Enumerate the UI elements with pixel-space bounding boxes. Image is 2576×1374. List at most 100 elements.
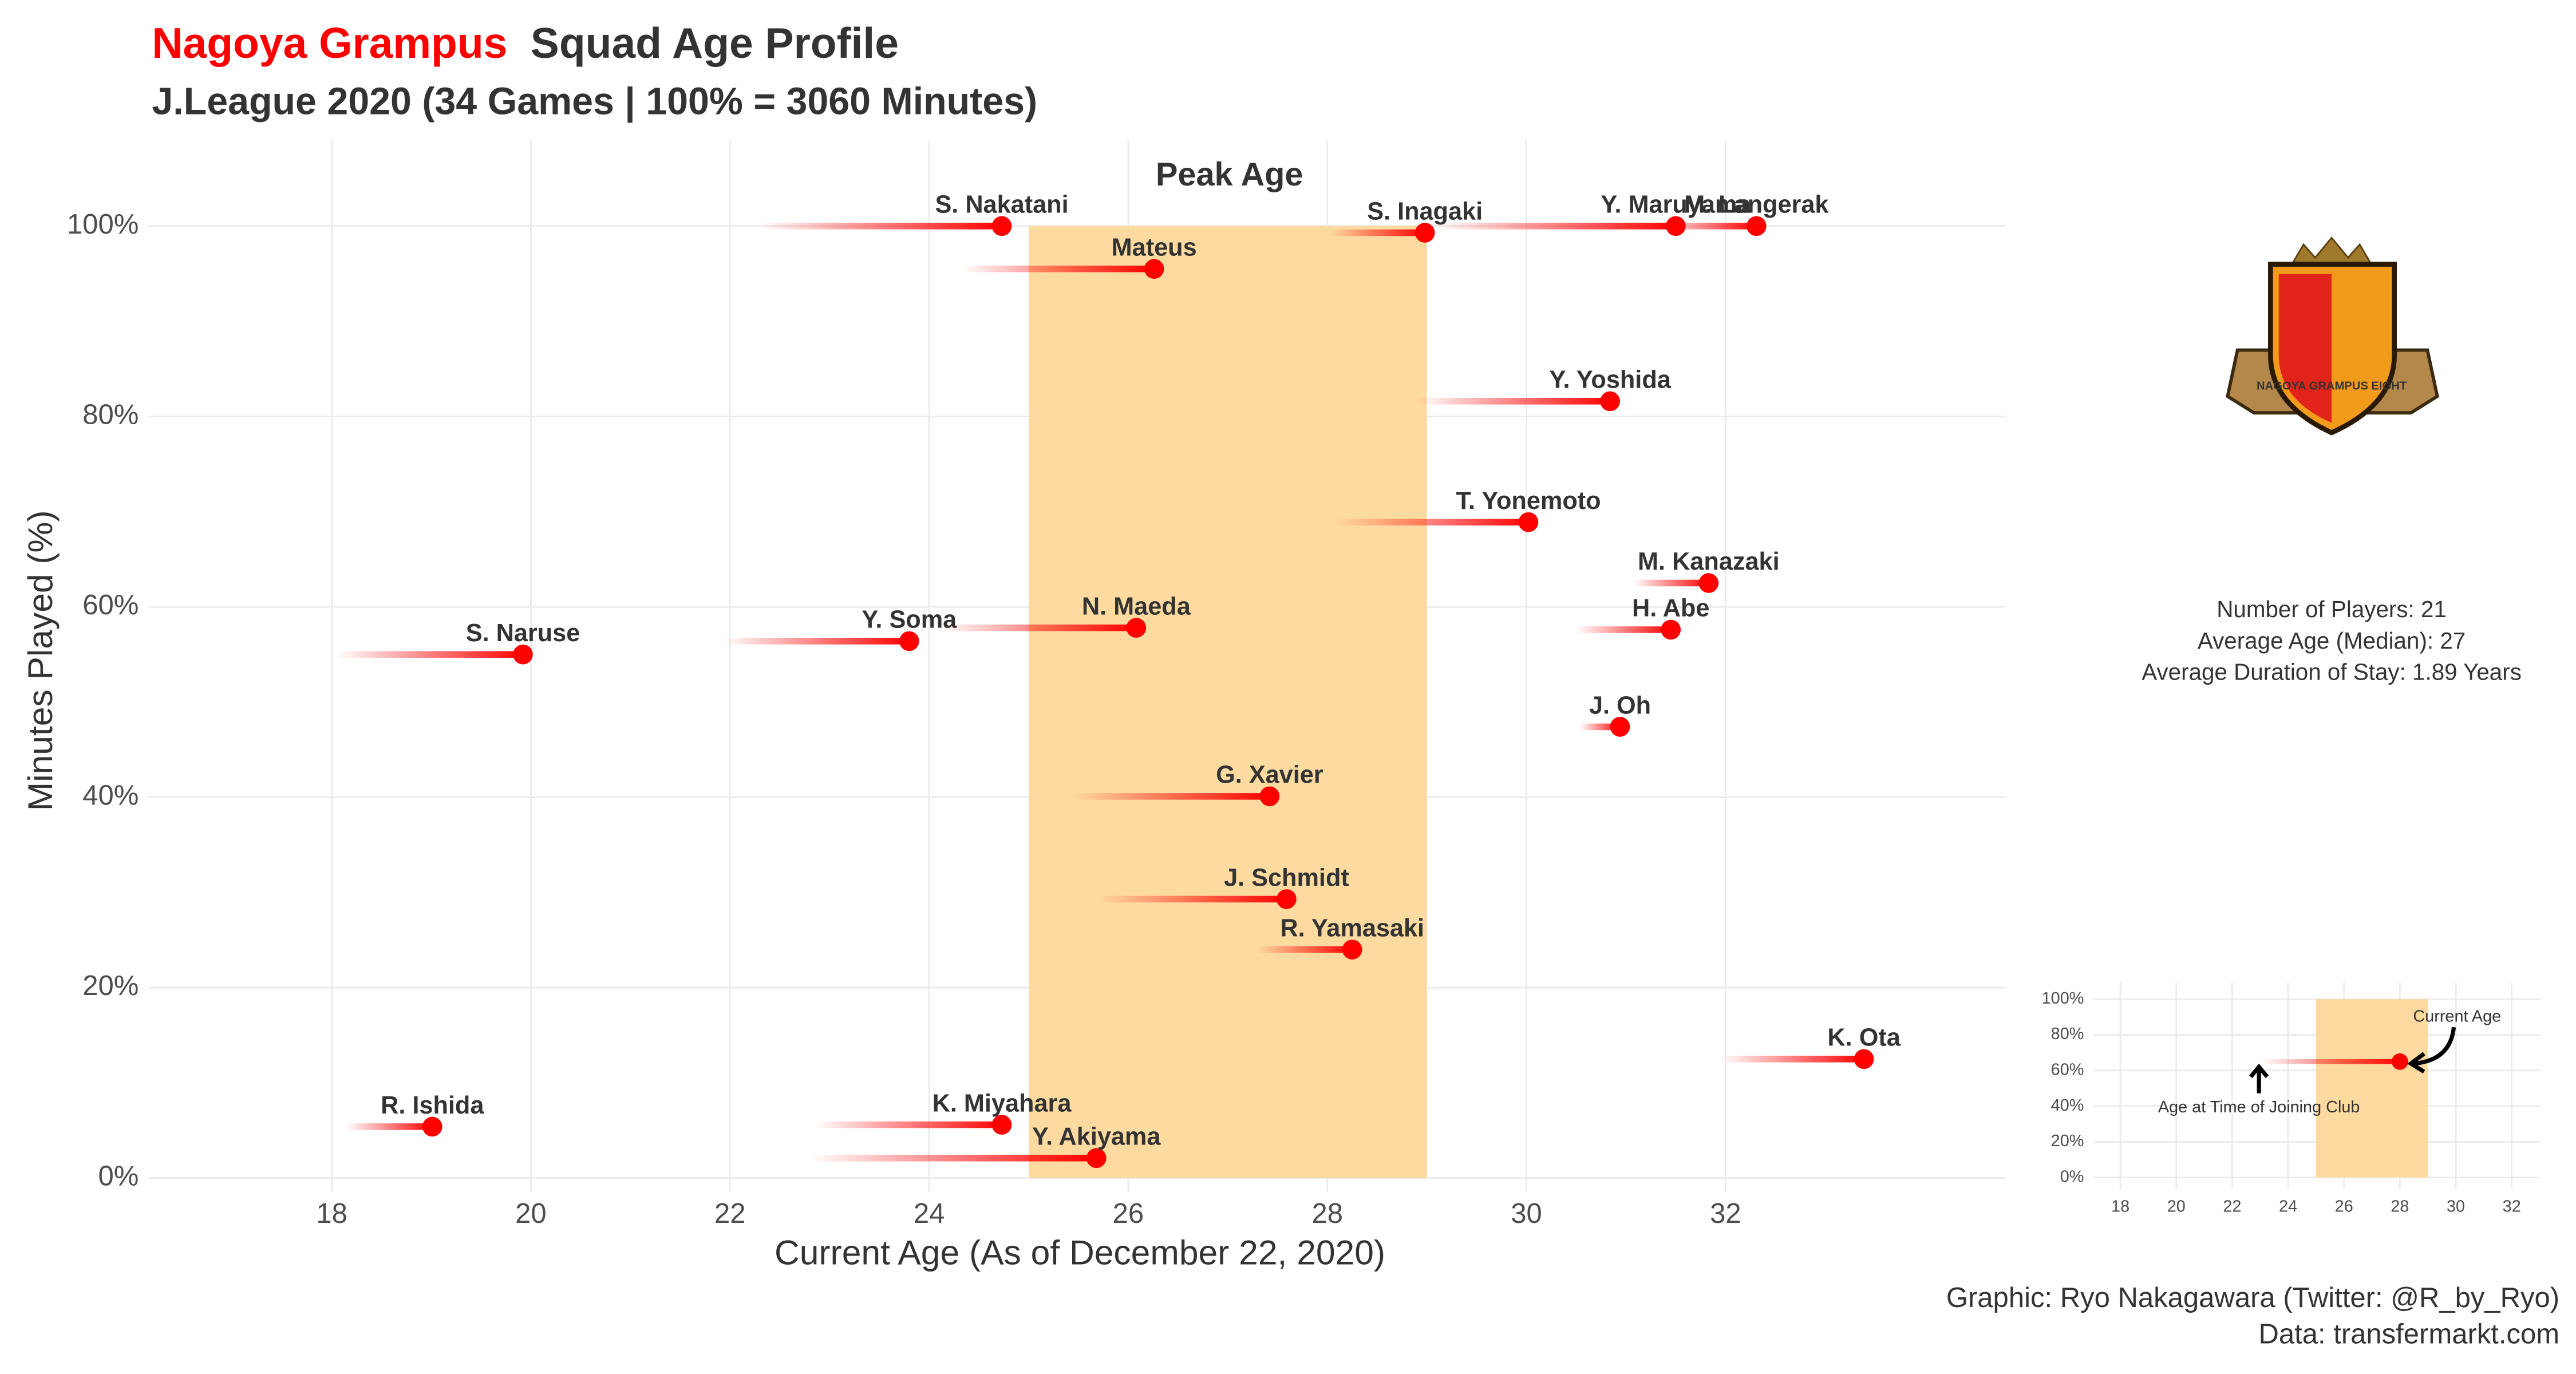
x-tick-label: 30	[2447, 1197, 2465, 1215]
inset-plot: 18 20 22 24 26 28 30 32 0% 20% 40% 60% 80% 100% Curren…	[2042, 982, 2540, 1215]
player-label: Y. Yoshida	[1549, 366, 1671, 394]
y-tick-label: 80%	[82, 399, 139, 430]
stay-segment	[723, 638, 910, 645]
subtitle: J.League 2020 (34 Games | 100% = 3060 Mi…	[152, 80, 1037, 123]
x-tick-label: 26	[2335, 1197, 2353, 1215]
band-label: Peak Age	[1156, 156, 1303, 193]
player-label: M. Kanazaki	[1638, 548, 1780, 575]
player-point	[1661, 619, 1681, 640]
title-team: Nagoya Grampus	[152, 19, 507, 67]
y-tick-label: 60%	[82, 590, 139, 621]
main-plot: 18 20 22 24 26 28 30 32 0% 20% 40% 60% 80% 100% Peak A…	[67, 140, 2006, 1229]
stay-segment	[760, 223, 1002, 230]
player-label: M. Langerak	[1684, 191, 1829, 219]
player-label: N. Maeda	[1082, 593, 1191, 620]
y-tick-label: 40%	[82, 780, 139, 811]
x-tick-label: 24	[2279, 1197, 2297, 1215]
title: Nagoya Grampus Squad Age Profile	[152, 19, 899, 67]
player-label: S. Inagaki	[1367, 198, 1483, 225]
x-tick-label: 22	[714, 1198, 746, 1229]
x-tick-label: 20	[515, 1198, 547, 1229]
y-axis-title: Minutes Played (%)	[21, 510, 60, 811]
x-tick-label: 24	[914, 1198, 945, 1229]
player-label: Y. Akiyama	[1032, 1123, 1161, 1151]
x-tick-label: 26	[1113, 1198, 1144, 1229]
player-label: H. Abe	[1632, 595, 1709, 622]
caption: Data: transfermarkt.com	[2258, 1319, 2559, 1350]
x-tick-label: 32	[1710, 1198, 1741, 1229]
player-point	[1610, 717, 1630, 737]
stay-segment	[808, 1155, 1097, 1162]
stay-segment	[1330, 229, 1425, 236]
x-tick-label: 28	[2391, 1197, 2409, 1215]
player-point	[1086, 1148, 1107, 1168]
annotation-arrow	[2413, 1026, 2456, 1066]
player-label: J. Oh	[1589, 692, 1651, 719]
stay-segment	[1580, 723, 1621, 731]
stat: Number of Players: 21	[2217, 596, 2447, 622]
player-point	[513, 644, 533, 665]
stay-segment	[1073, 793, 1270, 800]
stay-segment	[1098, 895, 1287, 903]
player-label: G. Xavier	[1216, 761, 1323, 789]
player-label: R. Ishida	[381, 1092, 484, 1119]
stay-segment	[1634, 579, 1709, 587]
player-label: J. Schmidt	[1224, 864, 1349, 891]
player-point	[1854, 1049, 1874, 1069]
y-tick-label: 0%	[98, 1161, 139, 1192]
caption: Graphic: Ryo Nakagawara (Twitter: @R_by_…	[1946, 1282, 2559, 1313]
player-point	[991, 1115, 1012, 1135]
player-point	[1342, 939, 1362, 960]
stat: Average Duration of Stay: 1.89 Years	[2142, 659, 2522, 685]
player-point	[422, 1116, 442, 1137]
x-tick-label: 30	[1511, 1198, 1542, 1229]
player-label: S. Nakatani	[935, 191, 1068, 219]
stay-segment	[1437, 223, 1676, 230]
x-axis-title: Current Age (As of December 22, 2020)	[775, 1233, 1385, 1272]
stay-segment	[1257, 946, 1353, 953]
player-label: R. Yamasaki	[1280, 914, 1424, 942]
annotation: Current Age	[2413, 1008, 2501, 1026]
logo-text: NAGOYA GRAMPUS EIGHT	[2257, 380, 2407, 392]
x-tick-label: 18	[316, 1198, 347, 1229]
y-tick-label: 80%	[2051, 1025, 2084, 1043]
annotation-arrow	[2249, 1063, 2269, 1093]
club-logo: NAGOYA GRAMPUS EIGHT	[2226, 236, 2439, 436]
x-tick-label: 20	[2167, 1197, 2186, 1215]
x-tick-label: 22	[2223, 1197, 2241, 1215]
stay-segment	[1656, 223, 1757, 230]
stay-segment	[1576, 626, 1671, 633]
player-label: S. Naruse	[466, 619, 580, 647]
stay-segment	[2260, 1059, 2400, 1064]
player-label: K. Ota	[1827, 1024, 1901, 1052]
player-label: Mateus	[1112, 234, 1197, 261]
stay-segment	[1720, 1056, 1864, 1063]
stay-segment	[941, 624, 1136, 631]
x-tick-label: 18	[2111, 1197, 2129, 1215]
title-text: Squad Age Profile	[531, 19, 899, 67]
stay-segment	[815, 1121, 1002, 1128]
annotation: Age at Time of Joining Club	[2158, 1098, 2360, 1116]
y-tick-label: 20%	[82, 970, 139, 1001]
y-tick-label: 100%	[67, 209, 139, 240]
y-tick-label: 60%	[2051, 1060, 2084, 1079]
y-tick-label: 40%	[2051, 1096, 2084, 1115]
stay-segment	[337, 651, 523, 658]
peak-band	[1028, 226, 1427, 1178]
x-tick-label: 32	[2503, 1197, 2521, 1215]
player-point	[899, 631, 919, 652]
player-point	[991, 216, 1012, 236]
annotation-arrowhead	[2407, 1052, 2425, 1074]
x-tick-label: 28	[1311, 1198, 1343, 1229]
stay-segment	[961, 265, 1155, 273]
player-label: K. Miyahara	[933, 1089, 1072, 1117]
player-label: T. Yonemoto	[1456, 487, 1601, 515]
player-point	[1415, 223, 1435, 243]
player-point	[2391, 1053, 2408, 1070]
player-label: Y. Maruyama	[1601, 191, 1751, 219]
stay-segment	[1417, 398, 1610, 405]
player-point	[1126, 618, 1147, 638]
stat: Average Age (Median): 27	[2198, 627, 2466, 654]
